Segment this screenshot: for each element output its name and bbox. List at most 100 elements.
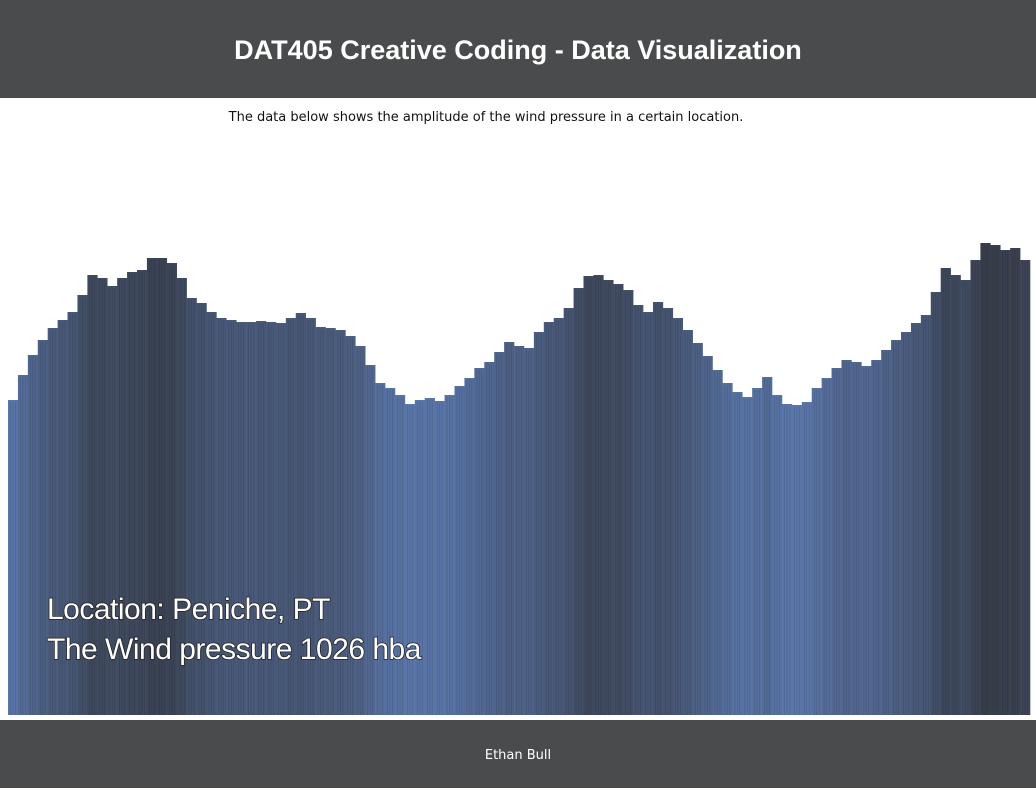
bar [930,292,941,715]
bar [67,312,78,715]
bar [474,368,485,715]
bar [345,336,356,715]
bar [57,320,68,715]
bar [454,386,465,715]
bar [1010,248,1021,715]
bar [881,350,892,715]
bar [643,312,654,715]
bar [97,278,108,715]
bar [176,278,187,715]
bar [960,280,971,715]
bar [990,245,1001,715]
bar [394,395,406,715]
bar [1020,260,1031,715]
bar [543,322,555,715]
bar [781,404,793,715]
bar [970,260,981,715]
bar [385,388,396,715]
bars [8,243,1031,715]
bar [335,330,346,715]
bar [821,378,832,715]
bar [355,346,366,715]
bar [1000,250,1011,715]
pressure-label: The Wind pressure 1026 hba [47,633,422,666]
bar [265,322,277,715]
bar [841,360,852,715]
bar [672,318,684,715]
bar [742,397,753,715]
bar [206,312,217,715]
bar [216,318,227,715]
bar [901,332,912,715]
bar [305,318,316,715]
bar [47,328,58,715]
bar [434,401,445,715]
bar [146,258,158,715]
bar [831,368,842,715]
bar [712,370,723,715]
bar [107,286,118,715]
bar [910,323,922,715]
bar [186,298,197,715]
bar [514,346,525,715]
bar [563,308,574,715]
bar [8,400,19,715]
chart: Location: Peniche, PT The Wind pressure … [8,243,1031,715]
bar [484,362,495,715]
bar [692,343,703,715]
bar [127,272,138,715]
bar [762,377,773,715]
bar [652,302,664,715]
bar [444,395,455,715]
bar [603,280,614,715]
bar [662,308,674,715]
bar [315,327,326,715]
bar [256,321,267,715]
bar [136,270,148,715]
bar [623,290,634,715]
bar [752,388,763,715]
bar [285,318,297,715]
bar [325,328,336,715]
bar [196,303,207,715]
bar [613,284,624,715]
bar [275,323,287,715]
bar [861,366,872,715]
bar [404,404,416,715]
bar [504,342,515,715]
bar [424,398,435,715]
bar [811,388,822,715]
bar [295,313,306,715]
bar [553,318,564,715]
bar [464,378,475,715]
bar [375,383,386,715]
bar [871,360,882,715]
bar [801,402,813,715]
bar [722,383,733,715]
location-label: Location: Peniche, PT [47,593,330,626]
bar [732,392,743,715]
bar [950,275,961,715]
bar [573,288,584,715]
bar [851,362,862,715]
bar [533,332,545,715]
bar [17,375,29,715]
bar [414,400,426,715]
bar [87,275,98,715]
bar [77,295,88,715]
footer: Ethan Bull [0,720,1036,788]
bar [365,365,376,715]
intro-text: The data below shows the amplitude of th… [228,110,744,125]
bar [633,305,644,715]
bar [583,276,594,715]
bar [166,263,177,715]
bar [494,352,505,715]
bar [117,278,128,715]
header-title: DAT405 Creative Coding - Data Visualizat… [0,0,1036,98]
bar [593,275,604,715]
bar [920,315,932,715]
bar [37,340,48,715]
bar [940,268,951,715]
bar [156,258,168,715]
